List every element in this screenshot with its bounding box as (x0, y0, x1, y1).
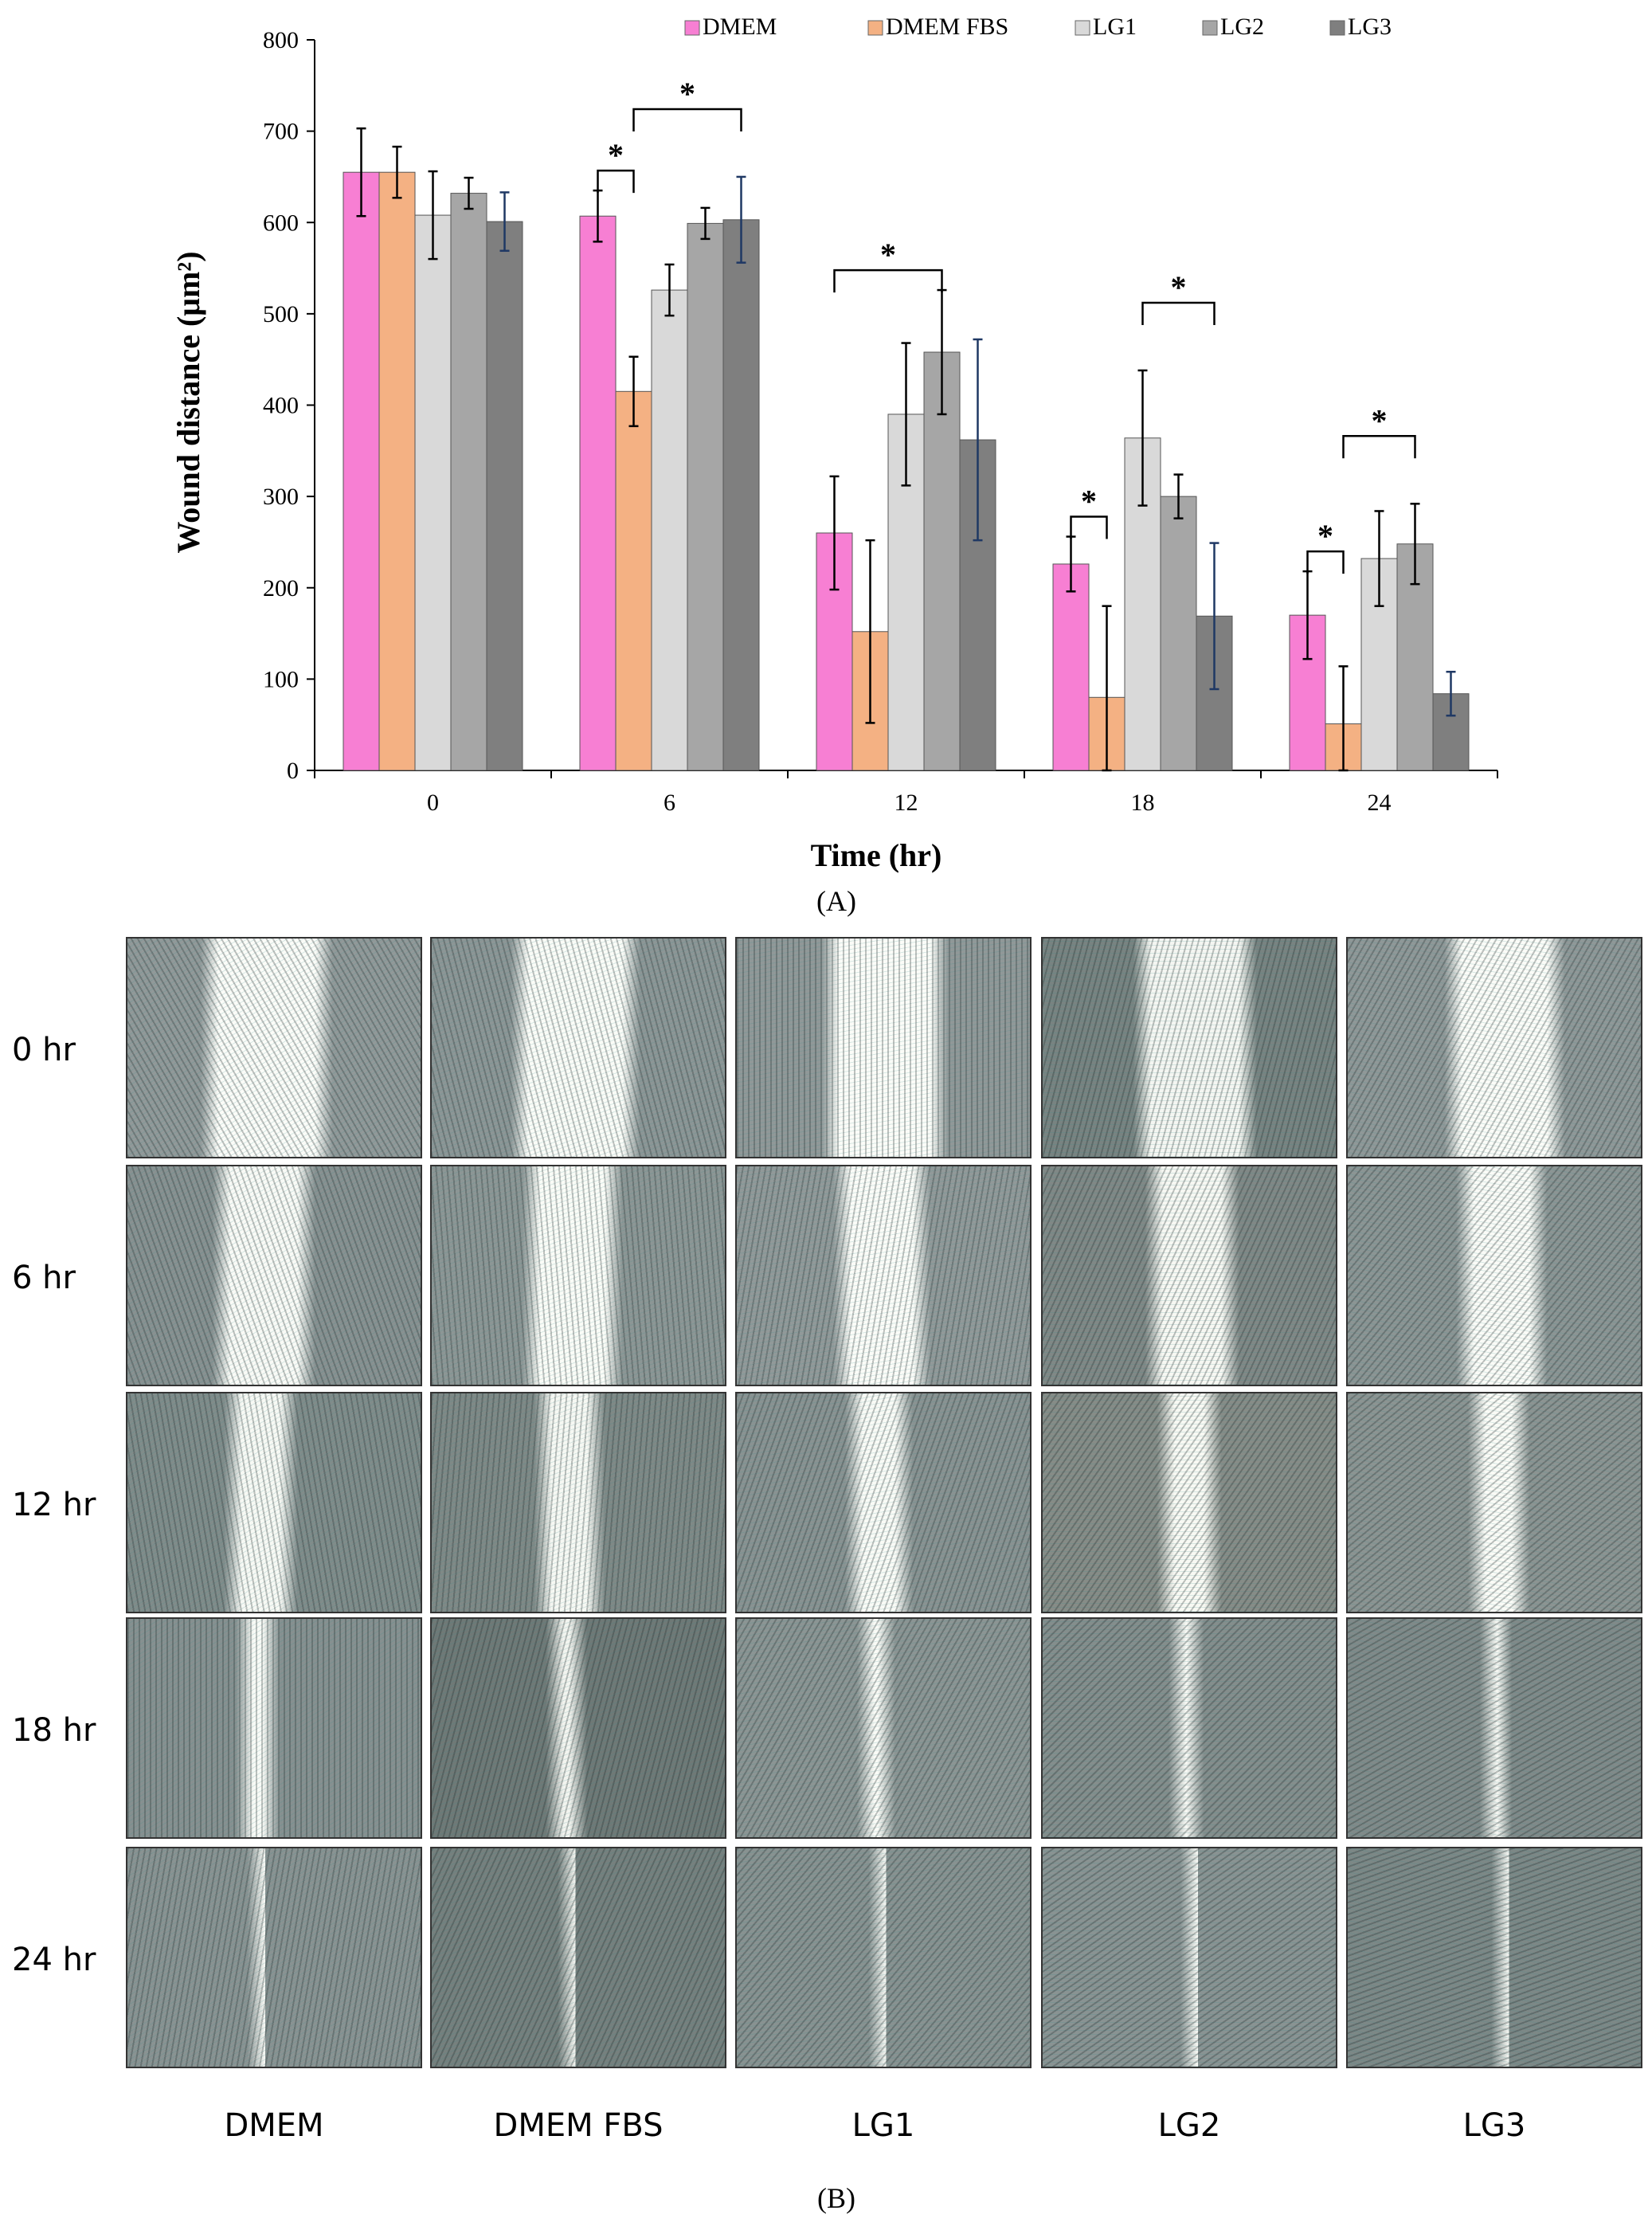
legend-label: LG3 (1348, 14, 1392, 40)
y-tick-label: 100 (263, 666, 299, 692)
micrograph-lg1-0hr (735, 937, 1032, 1158)
bar-series (343, 171, 1470, 771)
significance-bracket (833, 268, 943, 293)
significance-star: * (1317, 518, 1333, 554)
y-tick-label: 600 (263, 210, 299, 236)
significance-bracket (1141, 301, 1216, 325)
column-label: DMEM FBS (493, 2107, 664, 2144)
micrograph-dmem-0hr (126, 937, 422, 1158)
legend-label: LG1 (1093, 14, 1137, 40)
significance-brackets: * * * * * * * (597, 76, 1416, 574)
x-tick-label: 24 (1368, 790, 1392, 816)
micrograph-dmem-12hr (126, 1392, 422, 1613)
legend-label: DMEM (703, 14, 777, 40)
bar-lg2-18 (1160, 496, 1197, 771)
x-axis-title: Time (hr) (811, 837, 942, 873)
micrograph-lg3-0hr (1346, 937, 1642, 1158)
panel-b-label: (B) (817, 2182, 855, 2214)
column-label: LG2 (1157, 2107, 1221, 2144)
significance-star: * (608, 137, 624, 173)
micrograph-lg1-18hr (735, 1617, 1032, 1839)
micrograph-dmem-24hr (126, 1847, 422, 2068)
chart-legend: DMEM DMEM FBS LG1 LG2 LG3 (684, 14, 1392, 40)
bar-lg3-0 (486, 221, 523, 771)
significance-star: * (1372, 402, 1388, 438)
significance-star: * (1081, 484, 1097, 519)
micrograph-lg2-12hr (1041, 1392, 1337, 1613)
significance-bracket (632, 108, 742, 131)
y-tick-label: 400 (263, 393, 299, 419)
micrograph-dmem-fbs-6hr (430, 1165, 726, 1386)
micrograph-lg2-24hr (1041, 1847, 1337, 2068)
x-tick-label: 0 (427, 790, 439, 816)
x-tick-label: 6 (664, 790, 675, 816)
micrograph-lg3-18hr (1346, 1617, 1642, 1839)
row-label: 18 hr (12, 1712, 96, 1749)
y-tick-label: 300 (263, 484, 299, 510)
y-tick-label: 0 (287, 758, 299, 784)
legend-swatch-lg1 (1075, 20, 1090, 36)
bar-dmem-6 (579, 215, 617, 771)
micrograph-lg2-6hr (1041, 1165, 1337, 1386)
legend-swatch-dmem-fbs (867, 20, 883, 36)
significance-bracket (1070, 515, 1108, 539)
y-axis: 0 100 200 300 400 500 600 700 800 (263, 27, 315, 784)
micrograph-dmem-fbs-18hr (430, 1617, 726, 1839)
row-label: 6 hr (12, 1260, 76, 1296)
y-tick-label: 200 (263, 575, 299, 602)
bar-lg3-6 (722, 219, 760, 771)
micrograph-lg2-18hr (1041, 1617, 1337, 1839)
significance-star: * (679, 76, 695, 112)
micrograph-dmem-6hr (126, 1165, 422, 1386)
bar-dmem-18 (1052, 563, 1090, 771)
significance-star: * (1171, 269, 1187, 305)
y-tick-label: 500 (263, 301, 299, 327)
significance-bracket (597, 169, 635, 194)
bar-lg1-6 (651, 289, 688, 771)
error-bars (356, 127, 1456, 772)
panel-a-label: (A) (816, 885, 856, 917)
y-tick-label: 800 (263, 27, 299, 53)
micrograph-lg3-12hr (1346, 1392, 1642, 1613)
x-tick-label: 18 (1131, 790, 1155, 816)
micrograph-dmem-18hr (126, 1617, 422, 1839)
column-label: LG3 (1462, 2107, 1526, 2144)
micrograph-dmem-fbs-0hr (430, 937, 726, 1158)
legend-label: LG2 (1220, 14, 1264, 40)
legend-swatch-lg2 (1202, 20, 1218, 36)
micrograph-dmem-fbs-12hr (430, 1392, 726, 1613)
significance-star: * (880, 237, 896, 272)
micrograph-lg1-24hr (735, 1847, 1032, 2068)
micrograph-lg2-0hr (1041, 937, 1337, 1158)
legend-label: DMEM FBS (886, 14, 1008, 40)
row-label: 24 hr (12, 1942, 96, 1978)
bar-lg1-0 (414, 214, 452, 771)
row-label: 0 hr (12, 1032, 76, 1068)
column-label: DMEM (224, 2107, 324, 2144)
micrograph-dmem-fbs-24hr (430, 1847, 726, 2068)
row-label: 12 hr (12, 1487, 96, 1523)
micrograph-lg3-24hr (1346, 1847, 1642, 2068)
x-tick-label: 12 (895, 790, 918, 816)
micrograph-lg3-6hr (1346, 1165, 1642, 1386)
legend-swatch-lg3 (1329, 20, 1345, 36)
bar-lg2-6 (687, 222, 724, 771)
y-tick-label: 700 (263, 119, 299, 145)
micrograph-lg1-12hr (735, 1392, 1032, 1613)
column-label: LG1 (851, 2107, 915, 2144)
bar-dmem-fbs-0 (378, 171, 416, 771)
bar-dmem-0 (343, 171, 380, 771)
bar-dmem-fbs-6 (615, 390, 652, 771)
significance-bracket (1306, 550, 1345, 574)
legend-swatch-dmem (684, 20, 700, 36)
significance-bracket (1342, 435, 1416, 459)
micrograph-lg1-6hr (735, 1165, 1032, 1386)
y-axis-title: Wound distance (μm²) (170, 251, 206, 553)
